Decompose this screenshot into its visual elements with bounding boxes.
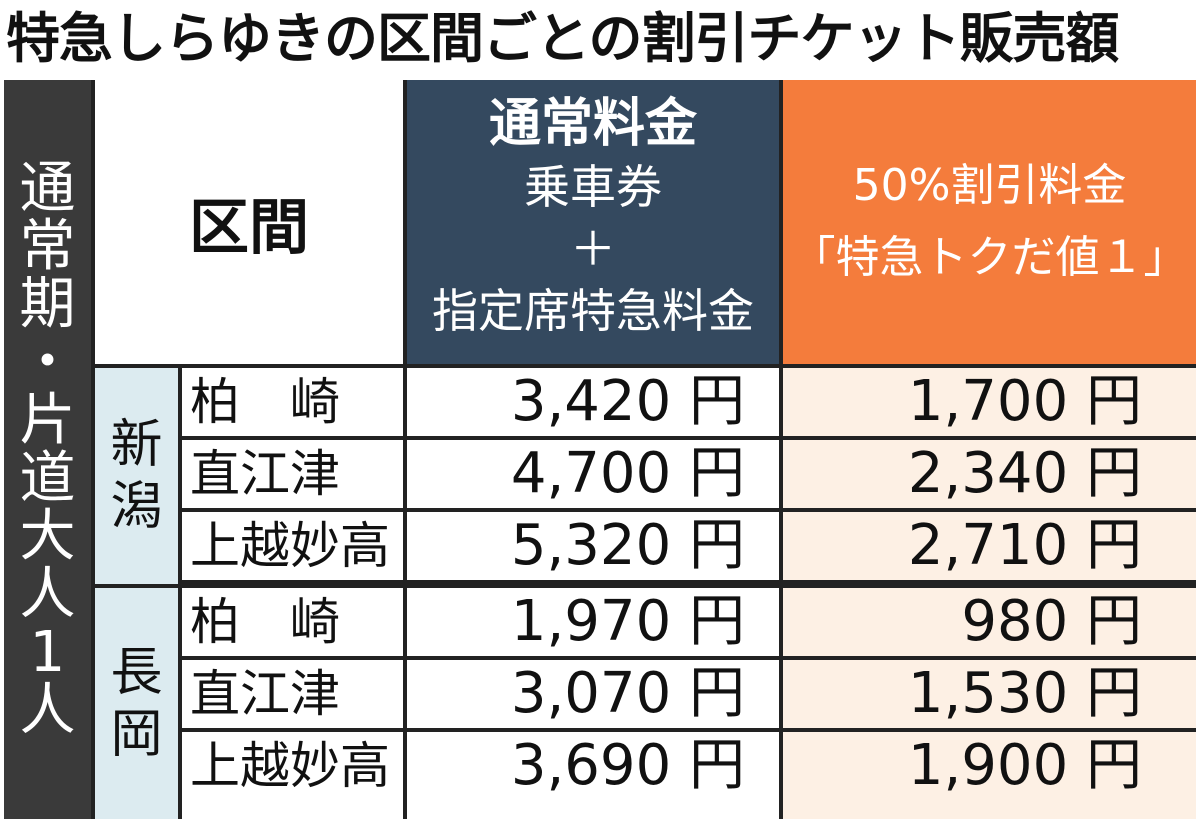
group-char: 新 <box>110 415 163 475</box>
condition-char: 通 <box>19 155 76 221</box>
discount-fare-cell: 2,340 円 <box>783 440 1196 508</box>
station-cell: 直江津 <box>182 660 403 728</box>
header-normal-line: 指定席特急料金 <box>432 284 754 338</box>
condition-char: 人 <box>19 677 76 743</box>
header-normal-fare: 通常料金 乗車券 ＋ 指定席特急料金 <box>407 80 779 364</box>
discount-fare-cell: 980 円 <box>783 588 1196 656</box>
condition-char: 人 <box>19 561 76 627</box>
condition-char: 期 <box>19 271 76 337</box>
header-normal-line: 通常料金 <box>488 94 697 154</box>
normal-fare-cell: 5,320 円 <box>407 512 779 580</box>
condition-char: 大 <box>19 503 76 569</box>
station-cell: 直江津 <box>182 440 403 508</box>
fare-table: 通 常 期 ・ 片 道 大 人 1 人 区間 通常料金 乗車券 ＋ 指定席特急料… <box>4 80 1196 819</box>
chart-title: 特急しらゆきの区間ごとの割引チケット販売額 <box>6 7 1119 70</box>
station-cell: 柏 崎 <box>182 588 403 656</box>
header-discount-fare: 50%割引料金 「特急トクだ値１」 <box>783 80 1196 364</box>
header-section: 区間 <box>95 80 403 364</box>
condition-char: 道 <box>19 445 76 511</box>
group-niigata: 新 潟 <box>95 368 178 584</box>
discount-fare-cell: 1,530 円 <box>783 660 1196 728</box>
normal-fare-cell: 1,970 円 <box>407 588 779 656</box>
normal-fare-cell: 3,690 円 <box>407 732 779 819</box>
group-char: 長 <box>110 642 163 703</box>
group-char: 潟 <box>110 477 163 537</box>
discount-fare-cell: 1,900 円 <box>783 732 1196 819</box>
discount-fare-cell: 1,700 円 <box>783 368 1196 436</box>
normal-fare-cell: 3,070 円 <box>407 660 779 728</box>
station-cell: 上越妙高 <box>182 512 403 580</box>
station-cell: 上越妙高 <box>182 732 403 819</box>
condition-char: ・ <box>19 329 76 395</box>
normal-fare-cell: 4,700 円 <box>407 440 779 508</box>
group-char: 岡 <box>110 704 163 765</box>
condition-char: 常 <box>19 213 76 279</box>
group-nagaoka: 長 岡 <box>95 588 178 819</box>
header-discount-line: 50%割引料金 <box>852 160 1127 211</box>
normal-fare-cell: 3,420 円 <box>407 368 779 436</box>
condition-char: 1 <box>29 619 66 685</box>
header-normal-line: ＋ <box>570 222 616 276</box>
condition-char: 片 <box>19 387 76 453</box>
header-discount-line: 「特急トクだ値１」 <box>791 232 1188 283</box>
condition-label: 通 常 期 ・ 片 道 大 人 1 人 <box>4 80 91 819</box>
station-cell: 柏 崎 <box>182 368 403 436</box>
discount-fare-cell: 2,710 円 <box>783 512 1196 580</box>
header-normal-line: 乗車券 <box>524 160 662 214</box>
